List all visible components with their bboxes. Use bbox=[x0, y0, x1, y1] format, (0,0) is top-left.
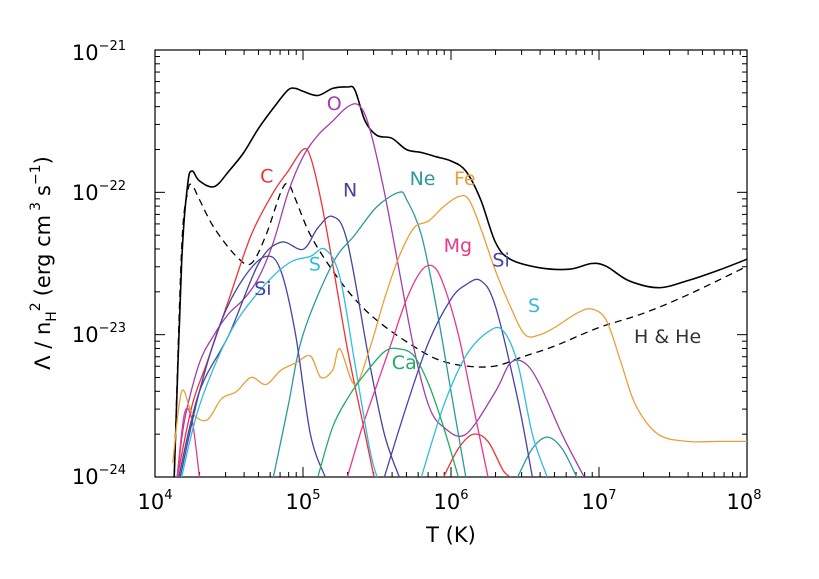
label-N: N bbox=[343, 180, 357, 202]
series-line-s bbox=[180, 247, 378, 477]
y-axis-label: Λ / nH2(erg cm3s−1) bbox=[28, 156, 60, 370]
x-tick-label-8: 108 bbox=[726, 488, 761, 514]
series-line-o bbox=[176, 103, 585, 477]
y-tick-label-22: 10−22 bbox=[72, 179, 126, 205]
series-line-ne bbox=[272, 191, 467, 477]
series-line-h-he bbox=[173, 182, 747, 477]
label-Ne: Ne bbox=[410, 168, 436, 190]
label-O: O bbox=[327, 93, 342, 115]
series-lines bbox=[172, 85, 747, 477]
series-line-mg-lo bbox=[176, 407, 201, 477]
label-Ca: Ca bbox=[392, 352, 417, 374]
label-Si-low: Si bbox=[254, 278, 271, 300]
series-line-si bbox=[179, 255, 326, 477]
series-line-ca bbox=[317, 347, 460, 477]
label-Mg: Mg bbox=[444, 235, 472, 257]
series-line-fe bbox=[172, 194, 747, 463]
axis-ticks bbox=[154, 49, 748, 478]
label-Fe: Fe bbox=[454, 168, 476, 190]
series-line-c-hi bbox=[443, 433, 511, 477]
x-tick-label-6: 106 bbox=[433, 488, 468, 514]
series-line-s-hi bbox=[420, 326, 548, 477]
series-line-mg bbox=[346, 264, 489, 477]
x-tick-label-4: 104 bbox=[137, 488, 172, 514]
y-tick-label-23: 10−23 bbox=[72, 321, 126, 347]
series-line-ne-hi bbox=[517, 436, 578, 477]
label-S-high: S bbox=[528, 295, 540, 317]
y-tick-label-24: 10−24 bbox=[72, 463, 126, 489]
label-H-He: H & He bbox=[634, 326, 701, 348]
label-C: C bbox=[260, 165, 273, 187]
element-labels: C O N Ne Fe Mg Si Si S S Ca H & He bbox=[254, 93, 701, 374]
x-axis-label: T (K) bbox=[425, 523, 476, 547]
label-S-low: S bbox=[309, 254, 321, 276]
series-line-total bbox=[173, 85, 747, 477]
y-tick-label-21: 10−21 bbox=[72, 39, 126, 65]
x-tick-label-5: 105 bbox=[285, 488, 320, 514]
series-line-si-hi bbox=[383, 278, 534, 477]
label-Si-high: Si bbox=[492, 249, 509, 271]
x-tick-label-7: 107 bbox=[581, 488, 616, 514]
